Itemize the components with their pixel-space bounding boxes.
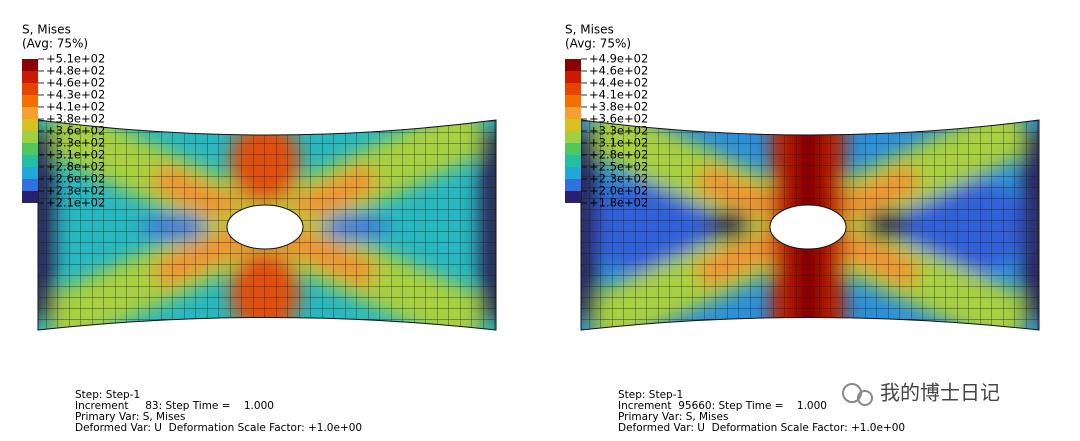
legend-band [22, 155, 38, 167]
legend-band [565, 179, 581, 191]
legend-title: S, Mises [565, 23, 614, 37]
result-panel: S, Mises(Avg: 75%)+5.1e+02+4.8e+02+4.6e+… [22, 23, 497, 434]
legend-band [565, 155, 581, 167]
legend-label: +4.4e+02 [589, 76, 648, 90]
legend-label: +3.3e+02 [589, 124, 648, 138]
legend-label: +2.8e+02 [589, 148, 648, 162]
legend-label: +2.6e+02 [46, 172, 105, 186]
legend-label: +2.3e+02 [46, 184, 105, 198]
step-info: Step: Step-1 [75, 389, 140, 401]
legend-band [22, 107, 38, 119]
step-info: Increment 83: Step Time = 1.000 [75, 400, 274, 412]
legend-label: +2.8e+02 [46, 160, 105, 174]
legend-band [22, 191, 38, 203]
hole [769, 204, 847, 250]
legend-band [22, 83, 38, 95]
legend-label: +2.3e+02 [589, 172, 648, 186]
result-panel: S, Mises(Avg: 75%)+4.9e+02+4.6e+02+4.4e+… [565, 23, 1040, 434]
legend-band [22, 71, 38, 83]
legend-band [565, 131, 581, 143]
legend-band [565, 191, 581, 203]
legend-label: +3.8e+02 [46, 112, 105, 126]
legend-label: +3.6e+02 [46, 124, 105, 138]
legend-band [565, 83, 581, 95]
step-info: Increment 95660: Step Time = 1.000 [618, 400, 827, 412]
watermark: 我的博士日记 [842, 381, 1000, 406]
legend-label: +5.1e+02 [46, 52, 105, 66]
step-info: Primary Var: S, Mises [75, 411, 185, 423]
legend-label: +4.8e+02 [46, 64, 105, 78]
legend-band [565, 119, 581, 131]
plate-outline [37, 119, 497, 331]
legend-band [565, 167, 581, 179]
legend-band [22, 119, 38, 131]
legend-band [565, 107, 581, 119]
legend-label: +4.6e+02 [589, 64, 648, 78]
legend-band [565, 143, 581, 155]
legend-band [565, 59, 581, 71]
step-info: Deformed Var: U Deformation Scale Factor… [618, 422, 905, 434]
legend-band [565, 95, 581, 107]
legend-label: +3.1e+02 [589, 136, 648, 150]
legend-label: +3.6e+02 [589, 112, 648, 126]
legend-label: +2.1e+02 [46, 196, 105, 210]
legend-band [22, 131, 38, 143]
watermark-text: 我的博士日记 [880, 381, 1000, 405]
legend-band [22, 143, 38, 155]
legend-subtitle: (Avg: 75%) [22, 37, 88, 51]
legend-label: +4.3e+02 [46, 88, 105, 102]
legend-title: S, Mises [22, 23, 71, 37]
legend-band [565, 71, 581, 83]
step-info: Primary Var: S, Mises [618, 411, 728, 423]
legend-label: +2.0e+02 [589, 184, 648, 198]
plate-outline [580, 119, 1040, 331]
hole [226, 204, 304, 250]
legend-label: +4.1e+02 [589, 88, 648, 102]
legend-label: +4.9e+02 [589, 52, 648, 66]
legend-label: +4.6e+02 [46, 76, 105, 90]
legend-label: +3.8e+02 [589, 100, 648, 114]
legend-band [22, 95, 38, 107]
step-info: Deformed Var: U Deformation Scale Factor… [75, 422, 362, 434]
legend-label: +3.3e+02 [46, 136, 105, 150]
legend-subtitle: (Avg: 75%) [565, 37, 631, 51]
legend-label: +4.1e+02 [46, 100, 105, 114]
legend-band [22, 59, 38, 71]
step-info: Step: Step-1 [618, 389, 683, 401]
legend-band [22, 179, 38, 191]
legend-label: +2.5e+02 [589, 160, 648, 174]
legend-label: +3.1e+02 [46, 148, 105, 162]
legend-label: +1.8e+02 [589, 196, 648, 210]
legend-band [22, 167, 38, 179]
